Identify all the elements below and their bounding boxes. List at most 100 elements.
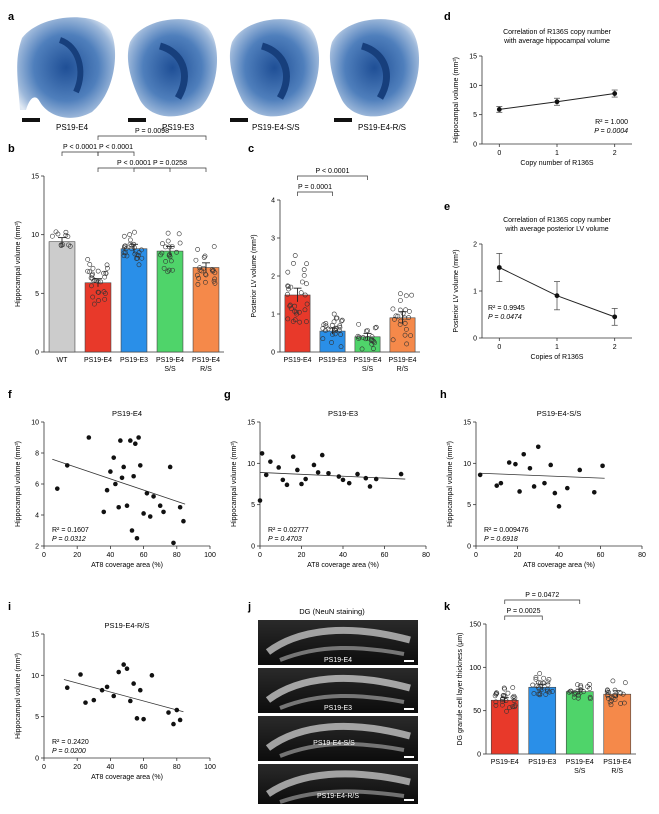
i-x-tick-label: 20 [73,764,81,771]
h-data-point [531,484,537,489]
f-y-tick-label: 2 [35,544,39,551]
k-data-point [612,687,618,693]
panel-g-letter: g [224,389,231,401]
c-data-point [339,318,344,324]
c-y-tick-label: 4 [271,198,275,205]
h-chart-title: PS19-E4-S/S [537,409,582,418]
c-data-point [293,309,299,315]
k-data-point [505,690,511,696]
c-data-point [408,333,413,339]
g-data-point [367,484,373,489]
b-data-point [49,233,55,239]
i-data-point [137,687,143,693]
f-x-tick-label: 60 [140,552,148,559]
b-data-point [197,267,203,273]
b-data-point [85,257,91,262]
h-fit-line [480,472,605,479]
k-data-point [608,695,614,700]
d-chart-title: Correlation of R136S copy number [503,29,611,36]
g-data-point [257,498,263,503]
f-stat-label: R² = 0.1607 [52,527,89,534]
dg-image-1: PS19-E4 [258,620,418,665]
k-data-point [533,675,539,680]
i-data-point [104,684,110,690]
b-p-value-label: P < 0.0001 [99,144,133,151]
b-data-point [168,258,174,264]
c-data-point [397,322,403,327]
f-y-tick-label: 4 [35,513,39,520]
brain-slice-2-label: PS19-E3 [162,123,195,132]
g-data-point [295,467,300,473]
g-data-point [303,476,308,482]
k-data-point [576,693,581,698]
h-y-tick-label: 5 [467,502,471,509]
b-category-label: S/S [164,366,176,373]
k-category-label: PS19-E4 [491,759,519,766]
b-bar-1 [48,241,76,353]
k-data-point [587,686,593,691]
f-data-point [128,438,133,443]
b-data-point [122,243,128,249]
dg-image-4: PS19-E4-R/S [258,764,418,804]
h-x-tick-label: 0 [474,552,478,559]
b-data-point [161,265,167,271]
k-data-point [549,689,555,694]
h-data-point [542,480,547,486]
g-y-axis-label: Hippocampal volume (mm³) [231,441,238,527]
f-data-point [177,504,183,510]
b-y-tick-label: 0 [35,350,39,357]
b-p-value-label: P < 0.0001 [117,160,151,167]
h-data-point [565,485,570,491]
e-y-axis-label: Posterior LV volume (mm³) [453,249,460,332]
g-stat-label: P = 0.4703 [268,536,302,543]
g-data-point [276,465,281,470]
c-data-point [372,325,378,331]
g-data-point [290,454,296,460]
h-x-axis-label: AT8 coverage area (%) [523,562,595,569]
b-data-point [88,275,94,281]
b-data-point [124,253,130,259]
i-data-point [91,697,97,703]
b-data-point [98,279,104,285]
c-data-point [371,339,377,344]
h-x-tick-label: 40 [555,552,563,559]
i-x-tick-label: 100 [204,764,216,771]
f-data-point [144,491,150,496]
c-data-point [390,337,396,343]
k-significance-bracket [504,615,543,620]
k-y-tick-label: 100 [469,665,481,672]
b-y-axis-label: Hippocampal volume (mm³) [15,221,22,307]
h-x-tick-label: 60 [597,552,605,559]
b-significance-bracket [133,167,207,172]
b-data-point [96,298,101,303]
e-x-tick-label: 2 [613,344,617,351]
c-data-point [409,292,415,298]
g-y-tick-label: 0 [251,544,255,551]
b-p-value-label: P < 0.0001 [63,144,97,151]
b-data-point [121,253,127,259]
k-data-point [609,698,614,704]
b-category-label: PS19-E4 [192,357,220,364]
g-data-point [346,480,352,486]
b-data-point [87,269,93,275]
i-y-axis-label: Hippocampal volume (mm³) [15,653,22,739]
k-data-point [503,698,509,704]
g-data-point [311,462,317,468]
f-data-point [111,455,117,460]
i-y-tick-label: 0 [35,756,39,763]
k-y-tick-label: 0 [477,752,481,759]
c-data-point [398,298,403,303]
brain-slice-4-label: PS19-E4-R/S [358,123,406,132]
g-data-point [363,475,369,481]
b-bar-2 [84,282,112,353]
b-data-point [95,268,101,274]
b-data-point [211,244,217,249]
c-y-axis-label: Posterior LV volume (mm³) [251,234,258,317]
h-data-point [498,480,504,486]
f-data-point [113,481,118,487]
k-data-point [530,682,536,688]
c-data-point [390,306,396,312]
h-y-tick-label: 0 [467,544,471,551]
c-data-point [373,324,379,330]
k-data-point [575,682,580,688]
